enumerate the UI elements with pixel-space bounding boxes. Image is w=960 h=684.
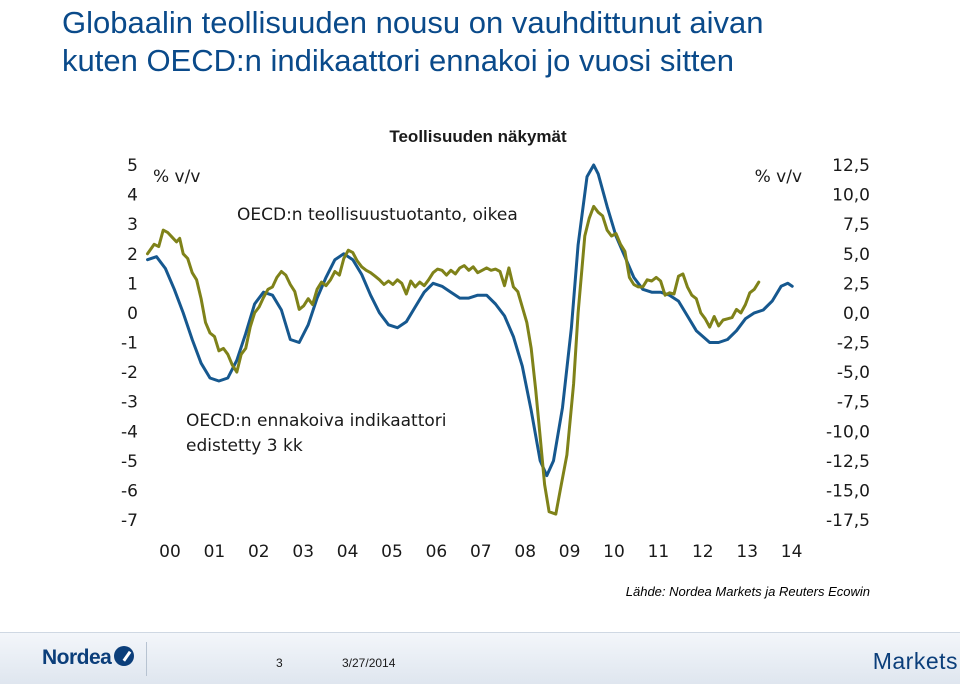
x-axis-tick-label: 14	[781, 542, 803, 562]
left-axis-tick-label: -5	[121, 452, 138, 472]
footer-band	[0, 632, 960, 684]
right-axis-tick-label: -7,5	[837, 393, 870, 413]
annotation-leading-indicator-line1: OECD:n ennakoiva indikaattori	[186, 411, 447, 431]
x-axis-ticks: 00 01 02 03 04 05 06 07 08 09 10 11 12 13 14	[159, 542, 802, 562]
x-axis-tick-label: 00	[159, 542, 181, 562]
chart-title: Teollisuuden näkymät	[389, 127, 567, 146]
left-axis-tick-label: -2	[121, 363, 138, 383]
series-line-industrial-production	[146, 204, 761, 516]
annotation-leading-indicator-line2: edistetty 3 kk	[186, 436, 303, 456]
left-axis-unit: % v/v	[153, 167, 200, 187]
chart: Teollisuuden näkymät % v/v % v/v 543210-…	[121, 127, 870, 562]
series-line-leading-indicator	[146, 163, 794, 478]
left-axis-ticks: 5 4 3 2 1 0 -1 -2 -3 -4 -5 -6 -7	[121, 156, 138, 531]
slide-title-line1: Globaalin teollisuuden nousu on vauhditt…	[62, 5, 764, 40]
left-axis-tick-label: -7	[121, 511, 138, 531]
footer-divider	[146, 642, 147, 676]
right-axis-tick-label: 12,5	[832, 156, 870, 176]
left-axis-tick-label: -3	[121, 393, 138, 413]
left-axis-tick-label: -6	[121, 481, 138, 501]
right-axis-ticks: 12,5 10,0 7,5 5,0 2,5 0,0 -2,5 -5,0 -7,5 -10,0 -12…	[826, 156, 870, 531]
right-axis-tick-label: 5,0	[843, 245, 870, 265]
left-axis-tick-label: 0	[127, 304, 138, 324]
left-axis-tick-label: 4	[127, 186, 138, 206]
x-axis-tick-label: 05	[381, 542, 403, 562]
x-axis-tick-label: 13	[736, 542, 758, 562]
left-axis-tick-label: 1	[127, 274, 138, 294]
x-axis-tick-label: 11	[648, 542, 670, 562]
right-axis-tick-label: 2,5	[843, 274, 870, 294]
left-axis-tick-label: 3	[127, 215, 138, 235]
right-axis-tick-label: -12,5	[826, 452, 870, 472]
markets-brand: Markets	[872, 648, 958, 674]
right-axis-tick-label: -2,5	[837, 334, 870, 354]
footer-date: 3/27/2014	[342, 656, 396, 670]
source-note: Lähde: Nordea Markets ja Reuters Ecowin	[625, 584, 870, 599]
x-axis-tick-label: 06	[426, 542, 448, 562]
right-axis-tick-label: -10,0	[826, 422, 870, 442]
nordea-logo-icon	[114, 646, 134, 666]
right-axis-tick-label: 0,0	[843, 304, 870, 324]
right-axis-tick-label: -17,5	[826, 511, 870, 531]
left-axis-tick-label: 5	[127, 156, 138, 176]
annotation-industrial-production: OECD:n teollisuustuotanto, oikea	[237, 205, 518, 225]
x-axis-tick-label: 03	[292, 542, 314, 562]
slide-title: Globaalin teollisuuden nousu on vauhditt…	[62, 4, 942, 80]
right-axis-tick-label: -15,0	[826, 481, 870, 501]
x-axis-tick-label: 02	[248, 542, 270, 562]
x-axis-tick-label: 07	[470, 542, 492, 562]
right-axis-tick-label: 7,5	[843, 215, 870, 235]
nordea-logo: Nordea	[42, 646, 112, 669]
x-axis-tick-label: 01	[204, 542, 226, 562]
x-axis-tick-label: 09	[559, 542, 581, 562]
right-axis-unit: % v/v	[755, 167, 802, 187]
left-axis-tick-label: -4	[121, 422, 138, 442]
right-axis-tick-label: 10,0	[832, 186, 870, 206]
slide-title-line2: kuten OECD:n indikaattori ennakoi jo vuo…	[62, 43, 735, 78]
left-axis-tick-label: 2	[127, 245, 138, 265]
page-number: 3	[276, 656, 283, 670]
x-axis-tick-label: 12	[692, 542, 714, 562]
x-axis-tick-label: 10	[603, 542, 625, 562]
right-axis-tick-label: -5,0	[837, 363, 870, 383]
left-axis-tick-label: -1	[121, 334, 138, 354]
x-axis-tick-label: 08	[514, 542, 536, 562]
x-axis-tick-label: 04	[337, 542, 359, 562]
